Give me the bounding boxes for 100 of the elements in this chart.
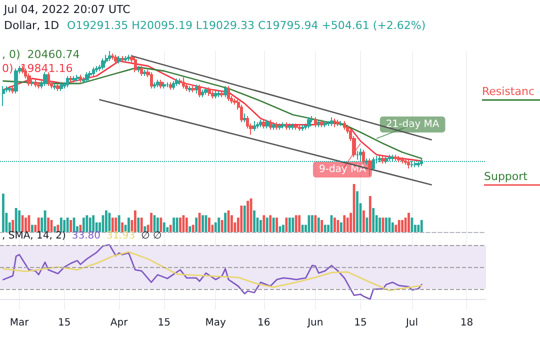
bar xyxy=(24,218,27,232)
bar xyxy=(140,218,143,232)
candlestick xyxy=(397,156,401,163)
candlestick xyxy=(204,86,208,96)
candlestick xyxy=(34,79,37,88)
bar xyxy=(12,220,14,232)
bar xyxy=(243,206,246,232)
annotation: ∅ ∅ xyxy=(141,230,162,242)
bar xyxy=(60,218,62,232)
candlestick xyxy=(298,124,301,132)
candlestick xyxy=(150,72,153,89)
annotation: Support xyxy=(484,170,528,183)
candlestick xyxy=(31,79,34,86)
candlestick xyxy=(101,58,105,70)
bar xyxy=(388,218,391,232)
candlestick xyxy=(394,154,398,162)
bar xyxy=(128,218,130,232)
candlestick xyxy=(220,90,224,98)
annotation: 33.80 xyxy=(72,230,101,242)
candlestick xyxy=(217,90,221,98)
candlestick xyxy=(8,86,11,93)
bar xyxy=(86,215,88,232)
bar xyxy=(63,220,66,232)
bar xyxy=(14,208,18,232)
bar xyxy=(253,210,256,232)
candlestick xyxy=(179,78,182,86)
bar xyxy=(37,218,40,232)
candlestick xyxy=(182,76,185,89)
candlestick xyxy=(330,116,333,126)
bar xyxy=(47,218,50,232)
candlestick xyxy=(85,72,89,83)
bar xyxy=(30,224,34,232)
bar xyxy=(2,194,4,232)
bar xyxy=(368,196,372,232)
candlestick xyxy=(307,116,311,129)
candlestick xyxy=(259,119,262,128)
candlestick xyxy=(72,76,76,83)
candlestick xyxy=(269,119,272,130)
candlestick xyxy=(314,116,317,128)
chart-title: Dollar, 1D xyxy=(4,19,60,32)
bar xyxy=(150,212,152,232)
candlestick xyxy=(60,82,63,92)
bar xyxy=(144,226,146,232)
x-tick-label: 15 xyxy=(354,318,367,328)
bar xyxy=(336,220,340,232)
bar xyxy=(240,206,243,232)
candlestick xyxy=(253,120,256,132)
candlestick xyxy=(108,50,111,62)
candlestick xyxy=(117,56,121,64)
candlestick xyxy=(285,122,288,130)
candlestick xyxy=(140,66,143,76)
bar xyxy=(294,215,298,232)
candlestick xyxy=(66,76,69,88)
candlestick xyxy=(278,123,282,130)
bar xyxy=(185,218,188,232)
bar xyxy=(137,218,140,232)
candlestick xyxy=(2,86,5,106)
candlestick xyxy=(272,122,275,130)
bar xyxy=(266,218,268,232)
candlestick xyxy=(240,104,243,123)
candlestick xyxy=(191,86,195,93)
candlestick xyxy=(159,79,163,89)
candlestick xyxy=(208,86,211,96)
candlestick xyxy=(336,119,340,126)
bar xyxy=(118,215,120,232)
chart-subtitle: O19291.35 H20095.19 L19029.33 C19795.94 +504.61 (+2.62%) xyxy=(67,19,426,32)
bar xyxy=(172,218,175,232)
candlestick xyxy=(333,118,336,128)
bar xyxy=(334,218,336,232)
candlestick xyxy=(127,54,130,62)
bar xyxy=(288,218,291,232)
bar xyxy=(320,220,324,232)
candlestick xyxy=(175,78,179,86)
bar xyxy=(420,220,423,232)
x-tick-label: 15 xyxy=(58,318,71,328)
bar xyxy=(385,218,388,232)
bar xyxy=(188,226,192,232)
bar xyxy=(311,215,314,232)
annotation: 21-day MA xyxy=(386,119,440,130)
bar xyxy=(269,215,272,232)
candlestick xyxy=(95,66,98,73)
candlestick xyxy=(156,79,159,88)
bar xyxy=(114,218,118,232)
candlestick xyxy=(282,122,285,129)
bar xyxy=(121,222,124,232)
bar xyxy=(366,218,368,232)
x-tick-label: Jul xyxy=(404,318,418,328)
candlestick xyxy=(388,154,391,162)
bar xyxy=(169,224,172,232)
bar xyxy=(314,215,317,232)
bar xyxy=(105,210,108,232)
candlestick xyxy=(79,74,82,83)
bar xyxy=(398,220,400,232)
bar xyxy=(317,218,320,232)
candlestick xyxy=(43,72,47,86)
candlestick xyxy=(143,69,146,76)
bar xyxy=(292,218,294,232)
candlestick xyxy=(162,82,166,89)
chart-title: , SMA, 14, 2) xyxy=(2,230,66,242)
x-tick-label: Jun xyxy=(306,318,324,328)
